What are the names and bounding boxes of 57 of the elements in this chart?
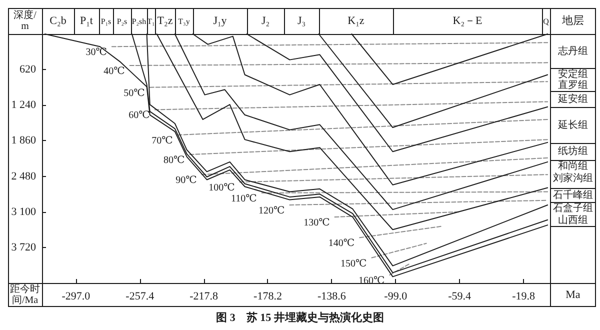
y-tick-label: 1 240 (11, 99, 36, 112)
text: 志丹组 (557, 45, 589, 57)
text: 安定组 (557, 68, 589, 80)
text: P₂sh (131, 16, 147, 28)
y-tick-label: 2 480 (11, 170, 36, 182)
series-label: 60℃ (128, 110, 150, 122)
x-tick-label: -59.4 (448, 290, 472, 302)
text: 石千峰组 (552, 189, 594, 201)
text: 地层 (561, 14, 585, 28)
x-tick-label: -19.8 (512, 290, 536, 302)
text: P₁s (100, 16, 112, 28)
text: 石盒子组 (552, 202, 594, 214)
text: Ma (564, 288, 582, 302)
series-label: 100℃ (208, 182, 235, 194)
text: T₃y (177, 16, 191, 28)
text: Q (542, 16, 550, 28)
y-tick-label: 620 (20, 64, 36, 76)
series-label: 90℃ (176, 175, 197, 186)
y-tick-label: 3 720 (11, 241, 36, 254)
text: 延长组 (557, 119, 589, 131)
x-axis-title: 距今时间/Ma (9, 284, 41, 306)
text: J₁y (212, 14, 228, 28)
x-tick-label: -217.8 (190, 290, 218, 302)
text: P₂s (116, 16, 128, 28)
text: 纸坊组 (557, 145, 589, 157)
text: T₁ (147, 16, 155, 28)
x-tick-label: -257.4 (126, 290, 155, 302)
text: 延安组 (557, 93, 589, 105)
series-label: 40℃ (104, 66, 125, 78)
series-label: 50℃ (124, 88, 145, 99)
text: C₂b (48, 14, 68, 28)
y-tick-label: 1 860 (11, 134, 36, 147)
series-label: 110℃ (230, 193, 257, 204)
y-tick-label: 3 100 (11, 206, 36, 218)
text: 和尚组 (557, 160, 589, 172)
text: 图 3 苏 15 井埋藏史与热演化史图 (215, 310, 385, 325)
text: T₂z (156, 14, 174, 28)
text: 刘家沟组 (552, 172, 594, 184)
x-tick-label: -99.0 (384, 290, 408, 302)
text: 直罗组 (557, 79, 589, 91)
series-label: 140℃ (328, 238, 355, 250)
series-label: 30℃ (86, 47, 107, 58)
text: K₂－E (452, 14, 484, 28)
x-tick-label: -138.6 (317, 290, 346, 302)
x-tick-label: -297.0 (62, 290, 91, 302)
series-label: 130℃ (304, 218, 330, 229)
series-label: 120℃ (258, 205, 285, 216)
text: J₂ (260, 14, 271, 28)
text: K₁z (346, 14, 366, 28)
text: 山西组 (557, 214, 589, 226)
text: P₁t (78, 14, 94, 28)
series-label: 150℃ (340, 258, 367, 270)
x-tick-label: -178.2 (254, 290, 282, 302)
y-axis-title: 深度/m (14, 10, 36, 32)
text: J₃ (296, 14, 307, 28)
series-label: 80℃ (164, 154, 185, 166)
series-label: 70℃ (152, 135, 173, 146)
